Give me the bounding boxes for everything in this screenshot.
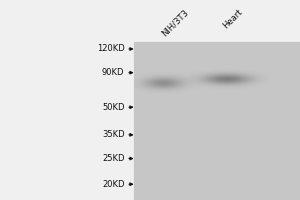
Text: 20KD: 20KD bbox=[102, 180, 124, 189]
Text: 25KD: 25KD bbox=[102, 154, 124, 163]
Text: 35KD: 35KD bbox=[102, 130, 124, 139]
Bar bbox=[134, 42, 300, 200]
Text: Heart: Heart bbox=[222, 7, 244, 30]
Text: 90KD: 90KD bbox=[102, 68, 124, 77]
Text: NIH/3T3: NIH/3T3 bbox=[160, 8, 190, 38]
Text: 50KD: 50KD bbox=[102, 103, 124, 112]
Text: 120KD: 120KD bbox=[97, 44, 124, 53]
